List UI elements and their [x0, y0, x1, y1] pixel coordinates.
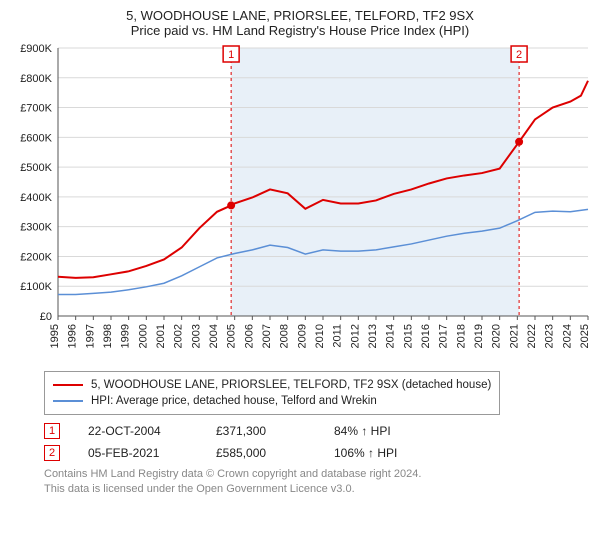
svg-text:£200K: £200K	[20, 251, 52, 263]
marker-ratio: 106% ↑ HPI	[334, 446, 397, 460]
svg-text:2012: 2012	[349, 324, 361, 348]
legend-swatch-icon	[53, 400, 83, 402]
svg-text:2020: 2020	[491, 324, 503, 348]
svg-text:2014: 2014	[385, 324, 397, 348]
svg-text:£400K: £400K	[20, 192, 52, 204]
svg-text:2007: 2007	[261, 324, 273, 348]
svg-text:2021: 2021	[508, 324, 520, 348]
svg-text:1: 1	[228, 49, 234, 61]
marker-date: 05-FEB-2021	[88, 446, 188, 460]
svg-text:2006: 2006	[243, 324, 255, 348]
price-chart-container: 5, WOODHOUSE LANE, PRIORSLEE, TELFORD, T…	[8, 8, 592, 497]
svg-text:1998: 1998	[102, 324, 114, 348]
svg-text:£500K: £500K	[20, 162, 52, 174]
svg-text:£800K: £800K	[20, 73, 52, 85]
svg-text:1999: 1999	[120, 324, 132, 348]
svg-text:2011: 2011	[332, 324, 344, 348]
svg-text:2001: 2001	[155, 324, 167, 348]
legend-label: HPI: Average price, detached house, Telf…	[91, 393, 377, 409]
chart-title: 5, WOODHOUSE LANE, PRIORSLEE, TELFORD, T…	[8, 8, 592, 23]
footer-line: Contains HM Land Registry data © Crown c…	[44, 467, 592, 482]
svg-text:2017: 2017	[438, 324, 450, 348]
svg-text:1996: 1996	[67, 324, 79, 348]
svg-text:2002: 2002	[173, 324, 185, 348]
marker-row: 1 22-OCT-2004 £371,300 84% ↑ HPI	[44, 423, 592, 439]
svg-text:2004: 2004	[208, 324, 220, 348]
svg-text:2: 2	[516, 49, 522, 61]
svg-text:2025: 2025	[579, 324, 591, 348]
marker-badge: 1	[44, 423, 60, 439]
svg-text:2018: 2018	[455, 324, 467, 348]
svg-text:£900K: £900K	[20, 44, 52, 55]
svg-text:2019: 2019	[473, 324, 485, 348]
marker-date: 22-OCT-2004	[88, 424, 188, 438]
footer-attribution: Contains HM Land Registry data © Crown c…	[44, 467, 592, 497]
legend-item-hpi: HPI: Average price, detached house, Telf…	[53, 393, 491, 409]
svg-text:£700K: £700K	[20, 103, 52, 115]
svg-text:2016: 2016	[420, 324, 432, 348]
legend-item-price-paid: 5, WOODHOUSE LANE, PRIORSLEE, TELFORD, T…	[53, 377, 491, 393]
chart-subtitle: Price paid vs. HM Land Registry's House …	[8, 23, 592, 38]
marker-price: £371,300	[216, 424, 306, 438]
svg-text:2024: 2024	[561, 324, 573, 348]
footer-line: This data is licensed under the Open Gov…	[44, 482, 592, 497]
svg-text:1995: 1995	[49, 324, 61, 348]
svg-text:2010: 2010	[314, 324, 326, 348]
svg-text:2015: 2015	[402, 324, 414, 348]
svg-text:£300K: £300K	[20, 222, 52, 234]
marker-table: 1 22-OCT-2004 £371,300 84% ↑ HPI 2 05-FE…	[44, 423, 592, 461]
marker-row: 2 05-FEB-2021 £585,000 106% ↑ HPI	[44, 445, 592, 461]
svg-text:£100K: £100K	[20, 281, 52, 293]
svg-text:2000: 2000	[137, 324, 149, 348]
svg-text:£0: £0	[40, 311, 52, 323]
marker-price: £585,000	[216, 446, 306, 460]
svg-text:£600K: £600K	[20, 132, 52, 144]
svg-text:2008: 2008	[279, 324, 291, 348]
svg-text:2005: 2005	[226, 324, 238, 348]
svg-text:2013: 2013	[367, 324, 379, 348]
svg-text:1997: 1997	[84, 324, 96, 348]
svg-text:2003: 2003	[190, 324, 202, 348]
svg-text:2022: 2022	[526, 324, 538, 348]
marker-ratio: 84% ↑ HPI	[334, 424, 391, 438]
legend: 5, WOODHOUSE LANE, PRIORSLEE, TELFORD, T…	[44, 371, 500, 415]
legend-label: 5, WOODHOUSE LANE, PRIORSLEE, TELFORD, T…	[91, 377, 491, 393]
svg-text:2023: 2023	[544, 324, 556, 348]
legend-swatch-icon	[53, 384, 83, 386]
marker-badge: 2	[44, 445, 60, 461]
line-chart: £0 £100K £200K £300K £400K £500K £600K £700K £80…	[8, 44, 592, 360]
svg-text:2009: 2009	[296, 324, 308, 348]
